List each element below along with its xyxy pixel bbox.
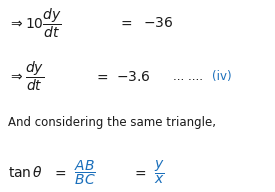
- Text: ... ....: ... ....: [173, 70, 203, 83]
- Text: $\Rightarrow 10\dfrac{dy}{dt}$: $\Rightarrow 10\dfrac{dy}{dt}$: [8, 6, 62, 40]
- Text: $=$: $=$: [52, 166, 67, 180]
- Text: $-3.6$: $-3.6$: [116, 70, 150, 84]
- Text: $=$: $=$: [132, 166, 147, 180]
- Text: $=$: $=$: [94, 70, 108, 84]
- Text: $=$: $=$: [118, 16, 133, 30]
- Text: $\dfrac{y}{x}$: $\dfrac{y}{x}$: [154, 159, 165, 186]
- Text: $\dfrac{AB}{BC}$: $\dfrac{AB}{BC}$: [74, 159, 96, 187]
- Text: (iv): (iv): [212, 70, 231, 83]
- Text: And considering the same triangle,: And considering the same triangle,: [8, 116, 216, 129]
- Text: $-36$: $-36$: [143, 16, 174, 30]
- Text: $\tan\theta$: $\tan\theta$: [8, 165, 43, 180]
- Text: $\Rightarrow \dfrac{dy}{dt}$: $\Rightarrow \dfrac{dy}{dt}$: [8, 60, 45, 94]
